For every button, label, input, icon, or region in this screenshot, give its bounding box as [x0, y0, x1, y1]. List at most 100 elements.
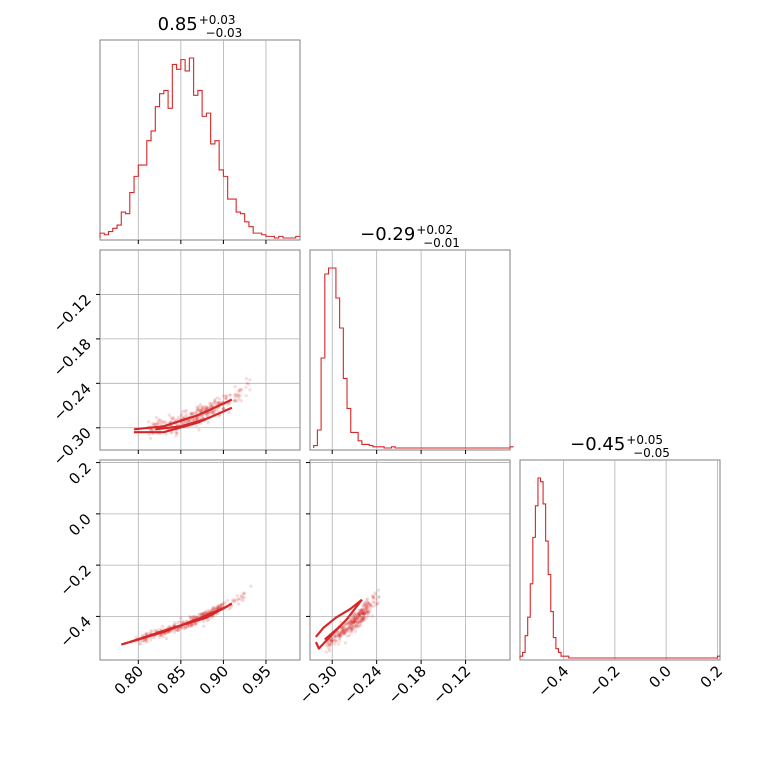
sample-point — [338, 632, 342, 636]
sample-point — [194, 622, 199, 626]
sample-point — [226, 598, 230, 603]
sample-point — [228, 607, 232, 611]
sample-point — [374, 602, 379, 607]
sample-point — [339, 620, 343, 624]
sample-point — [337, 639, 341, 643]
sample-point — [234, 598, 239, 602]
sample-point — [213, 401, 217, 405]
sample-point — [184, 413, 188, 417]
sample-point — [236, 389, 240, 393]
sample-point — [355, 613, 359, 617]
sample-point — [198, 612, 203, 616]
sample-point — [345, 627, 349, 631]
sample-point — [160, 633, 164, 637]
sample-point — [240, 594, 244, 598]
sample-point — [359, 617, 364, 621]
sample-point — [183, 415, 187, 419]
sample-point — [351, 619, 355, 623]
sample-point — [235, 393, 239, 397]
y-tick-label: −0.18 — [50, 335, 95, 380]
sample-point — [194, 622, 198, 626]
sample-point — [333, 634, 337, 638]
sample-point — [338, 633, 342, 637]
sample-point — [353, 612, 357, 616]
sample-point — [189, 615, 193, 619]
sample-point — [205, 414, 209, 418]
sample-point — [329, 639, 334, 644]
sample-point — [363, 607, 367, 611]
sample-point — [341, 626, 345, 630]
sample-point — [175, 628, 179, 632]
x-tick-label: −0.24 — [340, 662, 385, 707]
sample-point — [221, 394, 225, 398]
sample-point — [185, 625, 190, 629]
y-tick-label: −0.12 — [50, 291, 95, 336]
sample-point — [195, 405, 199, 409]
sample-point — [338, 630, 342, 634]
sample-point — [353, 624, 357, 628]
sample-point — [347, 633, 352, 638]
sample-point — [365, 611, 369, 615]
sample-point — [350, 619, 354, 623]
sample-point — [172, 630, 177, 634]
x-tick-label: 0.90 — [196, 662, 232, 698]
sample-point — [248, 378, 252, 382]
sample-point — [351, 621, 355, 625]
sample-point — [188, 615, 192, 619]
sample-point — [220, 407, 225, 411]
sample-point — [334, 635, 338, 639]
sample-point — [226, 402, 230, 407]
sample-point — [191, 412, 195, 416]
sample-point — [345, 621, 349, 625]
sample-point — [217, 414, 221, 418]
sample-point — [200, 613, 204, 617]
sample-point — [157, 417, 161, 422]
sample-point — [353, 626, 358, 630]
sample-point — [207, 608, 212, 613]
sample-point — [195, 409, 199, 413]
sample-point — [353, 619, 357, 623]
sample-point — [359, 619, 364, 623]
param-title: 0.85+0.03 −0.03 — [158, 13, 243, 40]
sample-point — [338, 636, 342, 640]
sample-point — [241, 598, 245, 603]
sample-point — [365, 597, 370, 601]
sample-point — [339, 629, 344, 634]
sample-point — [225, 394, 229, 398]
sample-point — [195, 408, 199, 412]
sample-point — [138, 642, 142, 646]
sample-point — [197, 612, 201, 617]
sample-point — [349, 627, 353, 631]
sample-point — [211, 411, 215, 415]
y-tick-label: −0.2 — [56, 561, 94, 599]
sample-point — [195, 615, 199, 619]
sample-point — [220, 602, 224, 607]
sample-point — [236, 597, 240, 601]
sample-point — [342, 631, 346, 636]
sample-point — [234, 392, 238, 396]
sample-point — [373, 592, 377, 597]
sample-point — [349, 619, 353, 624]
sample-point — [355, 616, 360, 620]
sample-point — [326, 643, 330, 647]
sample-point — [205, 618, 209, 623]
sample-point — [368, 603, 372, 608]
sample-point — [237, 392, 241, 397]
sample-point — [238, 388, 242, 392]
sample-point — [353, 619, 357, 623]
sample-point — [179, 626, 184, 630]
sample-point — [371, 595, 376, 599]
sample-point — [140, 639, 145, 643]
title-minus: −0.01 — [423, 236, 460, 250]
sample-point — [195, 423, 199, 428]
sample-point — [354, 623, 359, 627]
sample-point — [374, 597, 378, 602]
param-title: −0.29+0.02 −0.01 — [360, 223, 460, 250]
sample-point — [174, 430, 178, 434]
sample-cloud — [120, 584, 253, 646]
sample-point — [350, 626, 354, 630]
sample-point — [192, 614, 196, 619]
sample-point — [358, 620, 362, 624]
sample-point — [152, 636, 156, 640]
sample-point — [330, 639, 334, 643]
